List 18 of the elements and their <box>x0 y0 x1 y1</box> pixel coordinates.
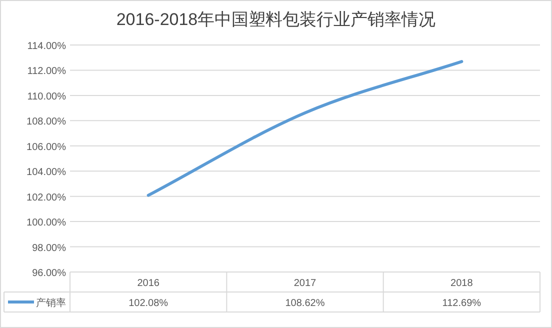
y-tick-label: 100.00% <box>26 218 66 229</box>
data-label: 102.08% <box>128 298 168 309</box>
y-tick-label: 108.00% <box>26 116 66 128</box>
x-tick-label: 2017 <box>294 278 317 289</box>
legend-label: 产销率 <box>36 297 66 309</box>
data-label: 108.62% <box>285 298 325 309</box>
y-tick-label: 98.00% <box>32 242 66 254</box>
y-tick-label: 114.00% <box>27 41 66 52</box>
y-tick-label: 106.00% <box>26 142 66 153</box>
data-label: 112.69% <box>442 298 482 309</box>
y-tick-label: 110.00% <box>27 91 66 102</box>
y-tick-label: 104.00% <box>26 167 66 178</box>
y-tick-label: 112.00% <box>27 66 66 78</box>
chart-title: 2016-2018年中国塑料包装行业产销率情况 <box>116 10 436 29</box>
y-tick-label: 102.00% <box>26 192 66 204</box>
x-tick-label: 2018 <box>450 278 474 289</box>
x-tick-label: 2016 <box>137 278 160 289</box>
y-tick-label: 96.00% <box>32 268 66 279</box>
